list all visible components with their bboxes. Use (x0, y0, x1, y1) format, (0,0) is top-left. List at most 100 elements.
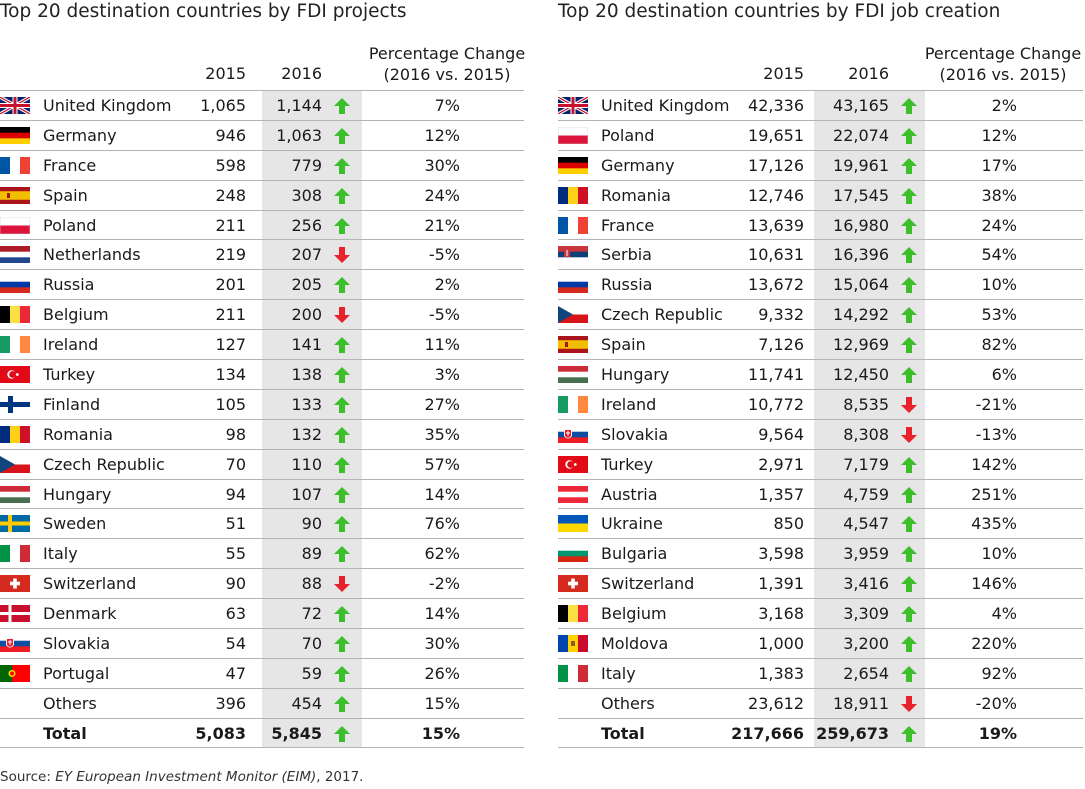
value-2016: 110 (291, 454, 322, 474)
arrow-up-icon (334, 606, 350, 623)
table-row: Poland 19,651 22,074 12% (558, 119, 1083, 150)
value-2016: 259,673 (816, 723, 889, 743)
value-2015: 2,971 (758, 454, 804, 474)
country-name: Total (43, 723, 87, 743)
arrow-up-icon (334, 396, 350, 413)
percentage-change: 54% (981, 245, 1017, 265)
percentage-change: 35% (424, 424, 460, 444)
flag-uk-icon (558, 97, 588, 114)
table-row: Ukraine 850 4,547 435% (558, 508, 1083, 538)
flag-tr-icon (558, 455, 588, 473)
header-2016: 2016 (848, 64, 889, 83)
percentage-change: 12% (424, 125, 460, 145)
country-name: Belgium (43, 305, 109, 325)
value-2016: 59 (301, 663, 322, 683)
table-row: Hungary 11,741 12,450 6% (558, 359, 1083, 389)
table-row: Slovakia 54 70 30% (0, 628, 524, 658)
percentage-change: 2% (434, 275, 460, 295)
arrow-down-icon (901, 396, 917, 413)
percentage-change: 11% (424, 335, 460, 355)
country-name: Hungary (43, 484, 112, 504)
value-2015: 134 (215, 365, 246, 385)
value-2016: 1,144 (276, 96, 322, 115)
percentage-change: -21% (975, 394, 1017, 414)
percentage-change: 30% (424, 155, 460, 175)
percentage-change: 4% (991, 604, 1017, 624)
flag-ro-icon (0, 425, 30, 443)
flag-pt-icon (0, 664, 30, 682)
percentage-change: 26% (424, 663, 460, 683)
percentage-change: 142% (971, 454, 1017, 474)
arrow-down-icon (334, 247, 350, 264)
flag-pl-icon (558, 126, 588, 144)
arrow-down-icon (334, 576, 350, 593)
percentage-change: 6% (991, 365, 1017, 385)
value-2015: 70 (225, 454, 246, 474)
value-2015: 12,746 (748, 185, 804, 205)
flag-ru-icon (558, 276, 588, 294)
value-2016: 308 (291, 185, 322, 205)
value-2015: 3,598 (758, 544, 804, 564)
value-2016: 8,535 (843, 394, 889, 414)
flag-ro-icon (558, 186, 588, 204)
table-row: Germany 946 1,063 12% (0, 119, 524, 150)
flag-cz-icon (558, 306, 588, 324)
arrow-up-icon (334, 725, 350, 742)
value-2016: 1,063 (276, 125, 322, 145)
flag-ie-icon (0, 336, 30, 354)
flag-tr-icon (0, 366, 30, 384)
value-2016: 2,654 (843, 663, 889, 683)
value-2015: 51 (225, 514, 246, 534)
flag-de-icon (558, 156, 588, 174)
table-row: Switzerland 90 88 -2% (0, 568, 524, 598)
value-2015: 211 (215, 305, 246, 325)
table-row: Portugal 47 59 26% (0, 657, 524, 688)
percentage-change: 82% (981, 335, 1017, 355)
country-name: Ireland (601, 394, 657, 414)
table-row: United Kingdom 42,336 43,165 2% (558, 90, 1083, 120)
percentage-change: 38% (981, 185, 1017, 205)
value-2015: 248 (215, 185, 246, 205)
table-row: Poland 211 256 21% (0, 209, 524, 240)
header-2016: 2016 (281, 64, 322, 83)
flag-bg-icon (558, 545, 588, 563)
value-2015: 217,666 (731, 723, 804, 743)
percentage-change: 3% (434, 365, 460, 385)
value-2015: 42,336 (748, 96, 804, 115)
header-pct-line1: Percentage Change (924, 44, 1082, 63)
value-2015: 90 (225, 574, 246, 594)
panel-title: Top 20 destination countries by FDI job … (558, 1, 1001, 22)
value-2016: 3,200 (843, 634, 889, 654)
arrow-down-icon (901, 695, 917, 712)
value-2016: 89 (301, 544, 322, 564)
arrow-up-icon (334, 217, 350, 234)
panel-title: Top 20 destination countries by FDI proj… (0, 1, 407, 22)
flag-ua-icon (558, 515, 588, 533)
country-name: Sweden (43, 514, 107, 534)
arrow-up-icon (901, 486, 917, 503)
source-suffix: , 2017. (316, 769, 364, 785)
flag-sk-icon (0, 635, 30, 653)
arrow-down-icon (334, 307, 350, 324)
table-row: Hungary 94 107 14% (0, 478, 524, 509)
percentage-change: 251% (971, 484, 1017, 504)
arrow-up-icon (334, 157, 350, 174)
arrow-up-icon (901, 217, 917, 234)
table-row: Italy 55 89 62% (0, 538, 524, 568)
country-name: Bulgaria (601, 544, 668, 564)
header-2015: 2015 (763, 64, 804, 83)
country-name: United Kingdom (601, 96, 730, 115)
table-body: United Kingdom 42,336 43,165 2% Poland 19,651… (558, 90, 1083, 748)
table-row: Ireland 127 141 11% (0, 329, 524, 359)
percentage-change: 12% (981, 125, 1017, 145)
arrow-up-icon (334, 665, 350, 682)
flag-it-icon (0, 545, 30, 563)
country-name: Ireland (43, 335, 99, 355)
value-2016: 16,396 (833, 245, 889, 265)
arrow-up-icon (334, 277, 350, 294)
flag-it-icon (558, 664, 588, 682)
value-2015: 396 (215, 693, 246, 713)
country-name: Portugal (43, 663, 110, 683)
table-row: Spain 248 308 24% (0, 179, 524, 210)
arrow-up-icon (334, 98, 350, 114)
